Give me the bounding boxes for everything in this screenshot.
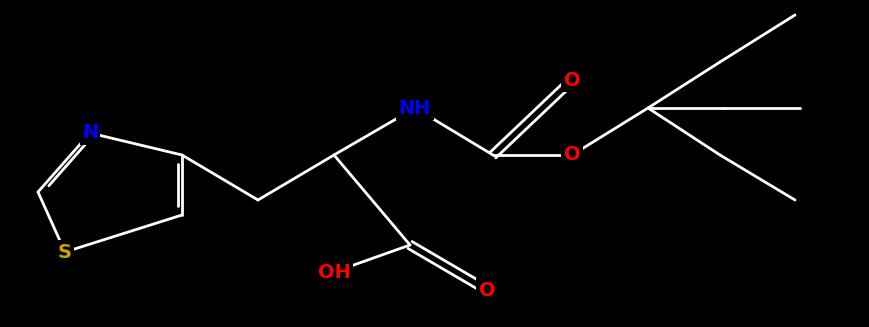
Text: S: S: [58, 243, 72, 262]
Text: O: O: [479, 281, 495, 300]
Text: OH: OH: [317, 263, 350, 282]
Text: O: O: [564, 146, 580, 164]
Text: NH: NH: [399, 98, 431, 117]
Text: O: O: [564, 71, 580, 90]
Text: N: N: [82, 124, 98, 143]
